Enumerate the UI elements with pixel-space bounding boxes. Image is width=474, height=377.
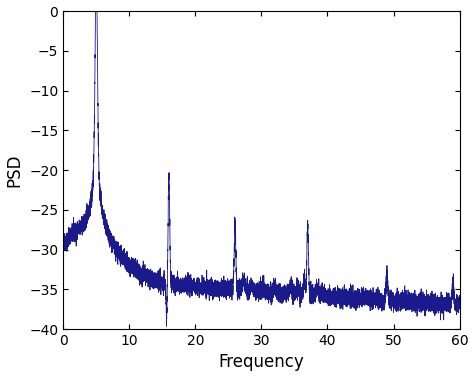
X-axis label: Frequency: Frequency: [219, 354, 304, 371]
Y-axis label: PSD: PSD: [6, 153, 24, 187]
